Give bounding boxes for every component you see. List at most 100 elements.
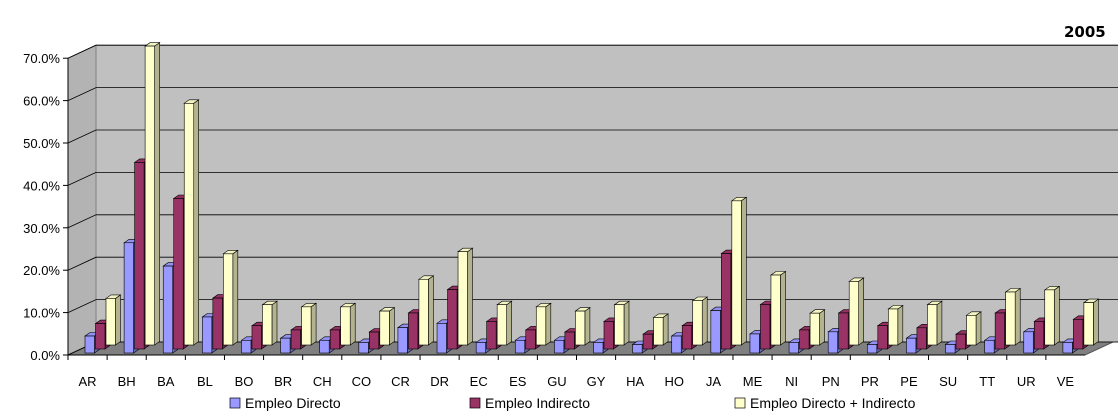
bar-front	[514, 339, 526, 354]
bar-AR-series-3	[105, 294, 122, 346]
bar-front	[84, 335, 95, 354]
bar-side	[310, 302, 317, 346]
bar-EC-series-3	[496, 300, 513, 346]
bar-front	[955, 333, 966, 350]
bar-BR-series-3	[300, 302, 318, 346]
bar-front	[593, 342, 604, 354]
y-tick-label: 30.0%	[23, 221, 60, 236]
bar-front	[212, 297, 223, 350]
gridline	[67, 44, 1118, 59]
bar-front	[340, 306, 351, 346]
bar-front	[906, 337, 917, 354]
bar-front	[144, 45, 155, 346]
bar-front	[162, 265, 174, 354]
x-tick-label: PR	[861, 374, 879, 389]
bar-front	[809, 312, 820, 346]
bar-front	[945, 344, 956, 354]
bar-front	[241, 339, 252, 354]
bar-front	[653, 317, 664, 346]
bar-front	[223, 253, 234, 346]
x-tick-label: ES	[509, 374, 527, 389]
bar-front	[877, 325, 888, 350]
bar-front	[301, 306, 312, 346]
y-tick-label: 40.0%	[23, 178, 60, 193]
bar-front	[535, 306, 547, 346]
bar-side	[545, 302, 552, 346]
x-tick-label: HA	[626, 374, 644, 389]
bar-NI-series-3	[809, 309, 826, 346]
bar-front	[554, 339, 565, 354]
bar-front	[966, 315, 977, 346]
legend-label: Empleo Directo + Indirecto	[750, 395, 916, 411]
bar-front	[1023, 331, 1034, 354]
bar-GU-series-3	[574, 307, 591, 346]
bar-front	[984, 339, 995, 354]
bar-ME-series-3	[770, 270, 787, 346]
bar-front	[1073, 319, 1084, 350]
bar-front	[319, 339, 330, 354]
bar-front	[888, 308, 899, 346]
bar-side	[1014, 287, 1021, 346]
bar-front	[457, 251, 468, 346]
legend-item: Empleo Indirecto	[469, 395, 590, 411]
x-tick-label: DR	[430, 374, 449, 389]
x-tick-label: BA	[157, 374, 175, 389]
bar-front	[290, 329, 301, 350]
x-tick-label: BH	[118, 374, 136, 389]
x-tick-label: CR	[391, 374, 410, 389]
y-tick-label: 60.0%	[23, 94, 60, 109]
bar-DR-series-3	[457, 247, 474, 346]
x-axis: AR BH BA BL BO BR CH CO CR DR EC ES GU GY HA HO JA ME NI PN…	[67, 354, 1085, 389]
bar-front	[379, 310, 390, 346]
y-tick-label: 50.0%	[23, 136, 60, 151]
legend: Empleo Directo Empleo Indirecto Empleo Dir…	[229, 395, 916, 411]
bar-front	[770, 274, 781, 346]
bar-front	[632, 344, 643, 354]
bar-side	[936, 300, 943, 346]
bar-BO-series-3	[261, 300, 278, 346]
bar-front	[202, 316, 213, 354]
bar-front	[418, 278, 429, 346]
bar-front	[1033, 321, 1045, 350]
bar-front	[614, 304, 625, 346]
bar-front	[721, 253, 732, 350]
x-tick-label: BO	[235, 374, 254, 389]
bar-front	[123, 242, 134, 354]
x-tick-label: SU	[939, 374, 957, 389]
bar-front	[671, 335, 682, 354]
x-tick-label: UR	[1017, 374, 1036, 389]
bar-front	[496, 304, 507, 346]
bar-PE-series-3	[926, 300, 943, 346]
bar-front	[134, 162, 145, 350]
x-tick-label: CH	[313, 374, 332, 389]
gridline	[67, 87, 1118, 101]
y-tick-label: 20.0%	[23, 263, 60, 278]
bar-VE-series-3	[1082, 298, 1100, 346]
bar-side	[349, 302, 356, 346]
legend-label: Empleo Indirecto	[485, 395, 590, 411]
legend-swatch	[469, 397, 481, 409]
x-tick-label: BR	[274, 374, 292, 389]
x-tick-label: ME	[743, 374, 763, 389]
bar-TT-series-3	[1004, 287, 1022, 346]
gridline	[67, 171, 1118, 186]
bar-side	[388, 307, 395, 346]
gridline	[67, 214, 1118, 229]
x-tick-label: NI	[785, 374, 798, 389]
bar-JA-series-3	[730, 196, 748, 346]
x-tick-label: GY	[587, 374, 606, 389]
bar-front	[397, 327, 408, 354]
bar-front	[436, 323, 447, 354]
bar-BL-series-3	[222, 249, 239, 346]
bar-CO-series-3	[378, 307, 396, 346]
bar-BH-series-3	[144, 42, 161, 346]
x-tick-label: VE	[1057, 374, 1075, 389]
bar-PN-series-3	[848, 277, 865, 346]
x-tick-label: PE	[900, 374, 918, 389]
bar-side	[232, 249, 239, 346]
bar-front	[681, 325, 693, 350]
bar-front	[329, 329, 340, 350]
bar-front	[867, 344, 878, 354]
bar-UR-series-3	[1043, 285, 1061, 346]
